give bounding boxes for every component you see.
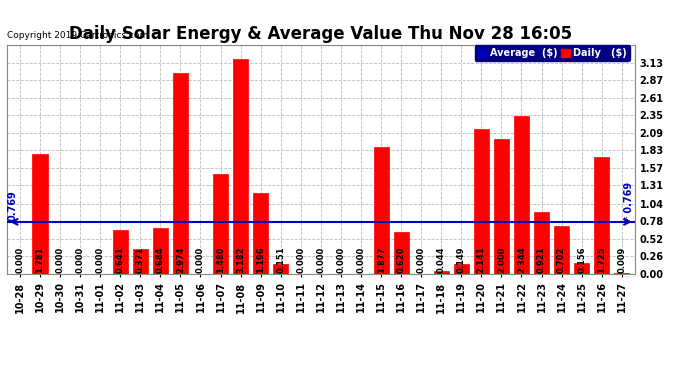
Text: 0.149: 0.149 — [457, 247, 466, 273]
Bar — [112, 231, 128, 274]
Bar — [574, 263, 589, 274]
Text: 2.974: 2.974 — [176, 247, 185, 273]
Text: 0.009: 0.009 — [618, 247, 627, 273]
Bar — [454, 264, 469, 274]
Text: 0.000: 0.000 — [96, 247, 105, 273]
Bar — [153, 228, 168, 274]
Bar — [514, 116, 529, 274]
Text: 0.769: 0.769 — [8, 190, 18, 220]
Bar — [173, 73, 188, 274]
Bar — [373, 147, 388, 274]
Text: 1.480: 1.480 — [216, 247, 225, 273]
Bar — [132, 249, 148, 274]
Text: 0.000: 0.000 — [296, 247, 305, 273]
Bar — [393, 232, 408, 274]
Text: 2.141: 2.141 — [477, 246, 486, 273]
Bar — [233, 59, 248, 274]
Text: 3.182: 3.182 — [236, 247, 245, 273]
Text: 0.000: 0.000 — [76, 247, 85, 273]
Text: 0.371: 0.371 — [136, 247, 145, 273]
Bar — [32, 154, 48, 274]
Text: 0.000: 0.000 — [417, 247, 426, 273]
Text: 1.781: 1.781 — [35, 247, 44, 273]
Text: 0.044: 0.044 — [437, 247, 446, 273]
Text: 2.000: 2.000 — [497, 247, 506, 273]
Bar — [494, 139, 509, 274]
Text: 0.156: 0.156 — [577, 246, 586, 273]
Text: 0.921: 0.921 — [537, 247, 546, 273]
Text: 0.000: 0.000 — [337, 247, 346, 273]
Text: 1.196: 1.196 — [256, 246, 265, 273]
Bar — [534, 211, 549, 274]
Text: 0.000: 0.000 — [316, 247, 326, 273]
Text: 1.725: 1.725 — [598, 246, 607, 273]
Bar — [213, 174, 228, 274]
Text: 0.000: 0.000 — [196, 247, 205, 273]
Bar — [474, 129, 489, 274]
Text: 0.151: 0.151 — [276, 246, 285, 273]
Bar — [273, 264, 288, 274]
Text: 2.344: 2.344 — [517, 246, 526, 273]
Legend: Average  ($), Daily   ($): Average ($), Daily ($) — [475, 45, 630, 61]
Bar — [594, 158, 609, 274]
Text: 0.702: 0.702 — [557, 247, 566, 273]
Text: 0.000: 0.000 — [15, 247, 24, 273]
Text: 0.000: 0.000 — [56, 247, 65, 273]
Text: * 0.769: * 0.769 — [624, 182, 634, 220]
Text: 1.877: 1.877 — [377, 247, 386, 273]
Bar — [434, 271, 448, 274]
Bar — [614, 273, 629, 274]
Bar — [253, 193, 268, 274]
Text: Copyright 2019 Cartronics.com: Copyright 2019 Cartronics.com — [7, 32, 148, 40]
Text: 0.620: 0.620 — [397, 247, 406, 273]
Bar — [554, 226, 569, 274]
Text: 0.641: 0.641 — [116, 246, 125, 273]
Text: 0.000: 0.000 — [357, 247, 366, 273]
Title: Daily Solar Energy & Average Value Thu Nov 28 16:05: Daily Solar Energy & Average Value Thu N… — [69, 26, 573, 44]
Text: 0.684: 0.684 — [156, 247, 165, 273]
